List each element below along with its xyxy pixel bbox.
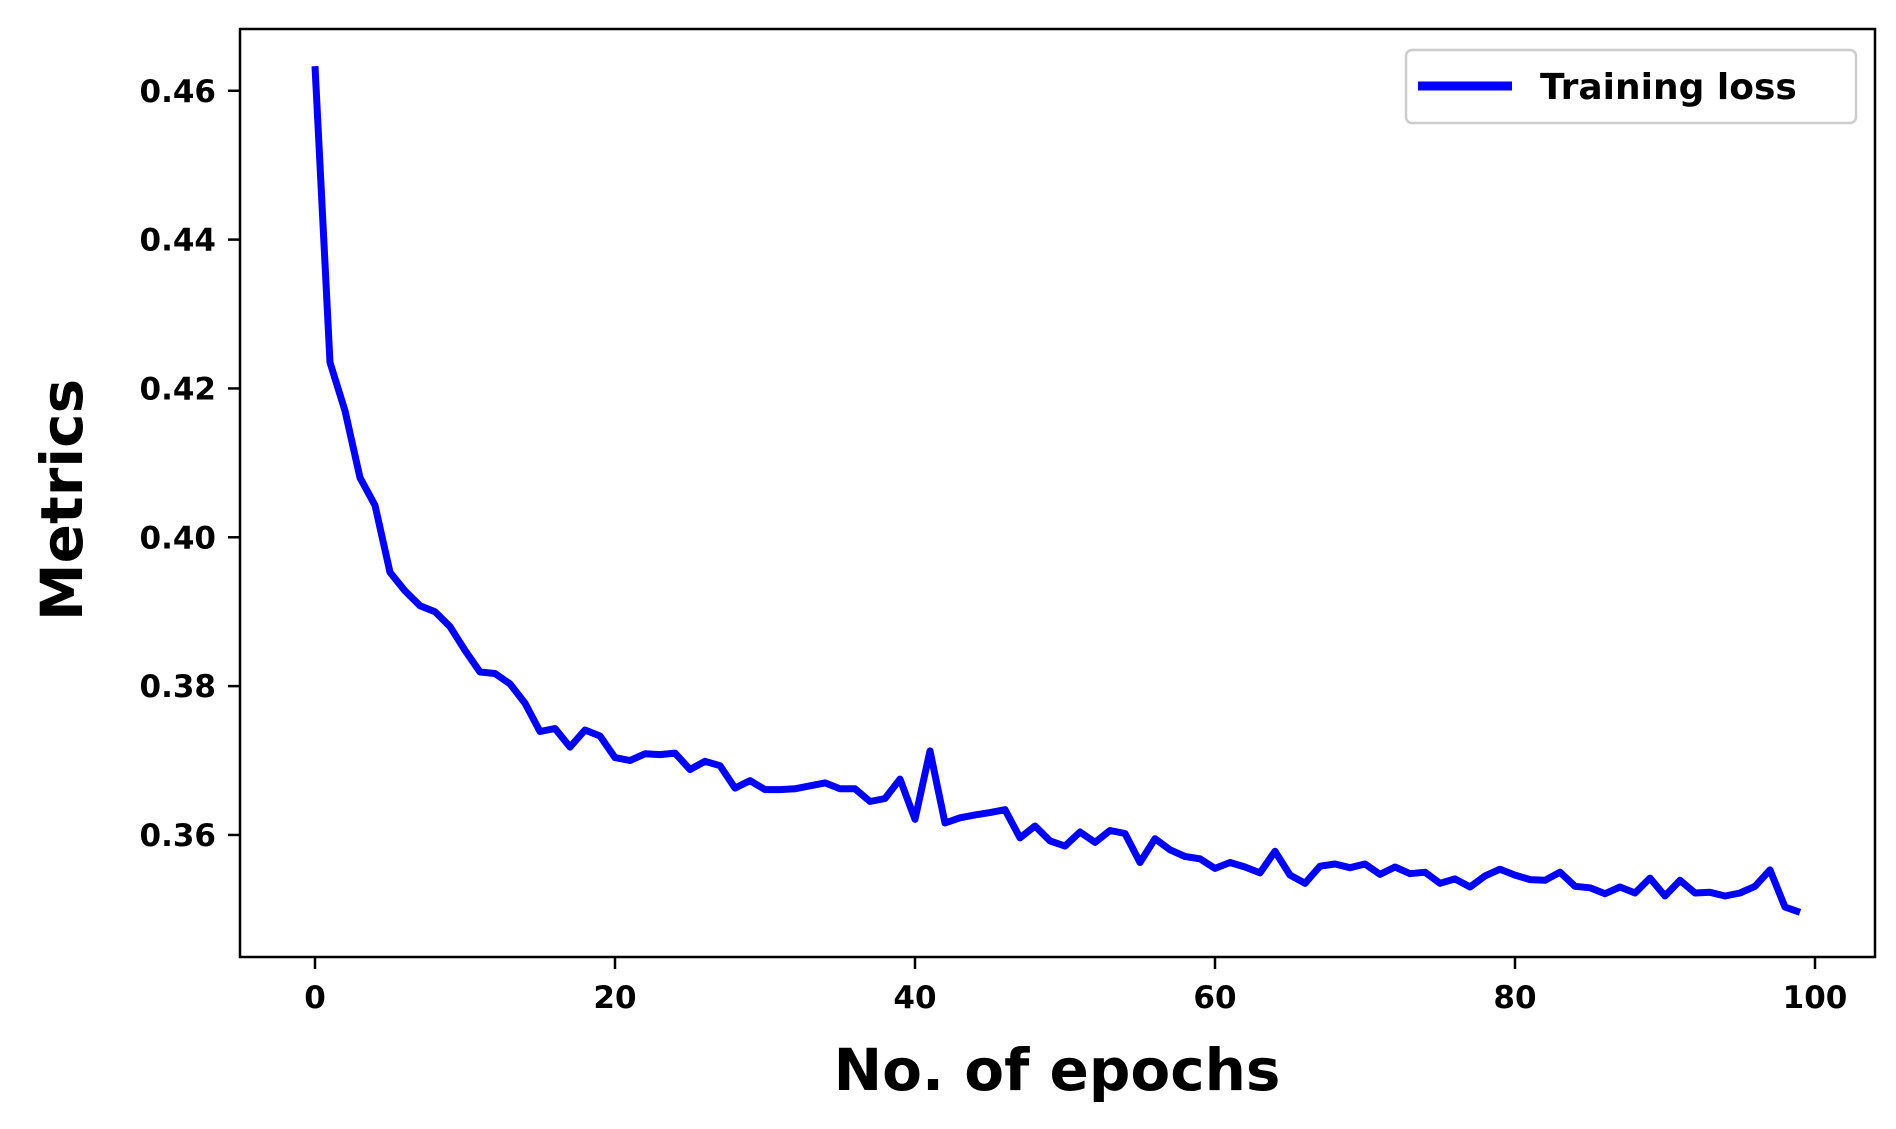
legend-label: Training loss bbox=[1540, 67, 1797, 108]
legend: Training loss bbox=[1404, 48, 1858, 125]
y-tick-label: 0.42 bbox=[140, 371, 217, 407]
x-tick-label: 80 bbox=[1493, 980, 1536, 1016]
y-tick-label: 0.44 bbox=[140, 223, 217, 259]
x-axis: 0 20 40 60 80 100 bbox=[304, 957, 1847, 1016]
legend-box bbox=[1404, 48, 1858, 125]
training-loss-line bbox=[311, 66, 1802, 916]
y-axis: 0.36 0.38 0.40 0.42 0.44 0.46 bbox=[140, 74, 240, 854]
y-tick-label: 0.38 bbox=[140, 669, 217, 705]
series-layer bbox=[311, 66, 1802, 916]
x-axis-label: No. of epochs bbox=[834, 1036, 1281, 1104]
y-tick-label: 0.40 bbox=[140, 520, 217, 556]
x-tick-label: 60 bbox=[1193, 980, 1236, 1016]
x-tick-label: 40 bbox=[893, 980, 936, 1016]
plot-area bbox=[240, 29, 1875, 957]
y-tick-label: 0.36 bbox=[140, 818, 217, 854]
x-tick-label: 20 bbox=[593, 980, 636, 1016]
x-tick-label: 0 bbox=[304, 980, 326, 1016]
y-tick-label: 0.46 bbox=[140, 74, 217, 110]
y-axis-label: Metrics bbox=[28, 379, 96, 621]
plot-frame bbox=[238, 27, 1877, 959]
x-tick-label: 100 bbox=[1783, 980, 1848, 1016]
